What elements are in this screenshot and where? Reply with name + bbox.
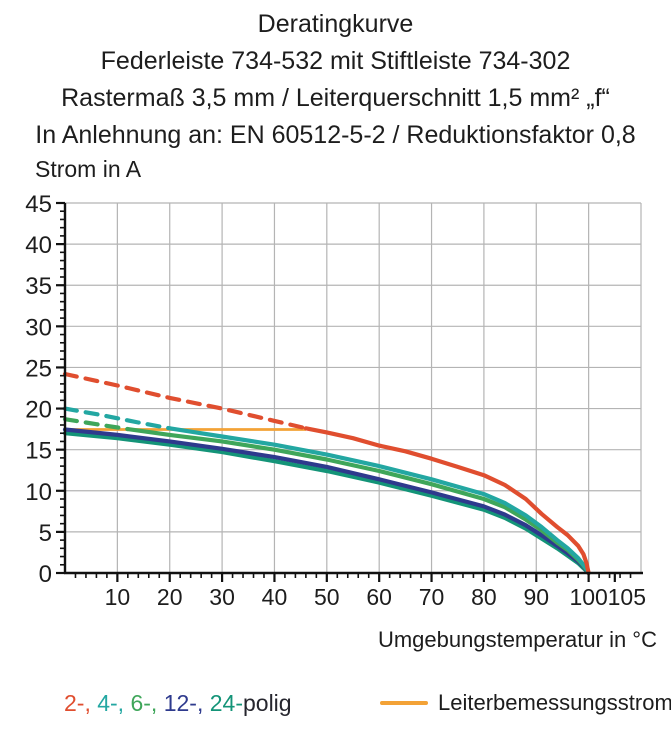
curve-4-polig-dashed <box>62 406 172 431</box>
y-tick-label: 30 <box>25 314 52 341</box>
legend-part: 12-, <box>163 690 210 716</box>
legend-part: polig <box>242 690 292 716</box>
y-tick-label: 25 <box>25 355 52 382</box>
title-line-4: In Anlehnung an: EN 60512-5-2 / Reduktio… <box>35 121 636 149</box>
curve-2-polig-solid <box>303 426 591 576</box>
legend-reference: Leiterbemessungsstrom <box>380 690 671 716</box>
x-tick-label: 60 <box>366 584 392 610</box>
x-tick-label: 40 <box>262 584 288 610</box>
y-tick-label: 0 <box>39 561 52 588</box>
y-tick-label: 45 <box>25 191 52 218</box>
x-tick-label: 90 <box>523 584 549 610</box>
legend-part: 2-, <box>64 690 98 716</box>
curve-2-polig-dashed <box>62 371 308 431</box>
x-tick-label: 20 <box>157 584 183 610</box>
x-tick-label: 30 <box>209 584 235 610</box>
y-axis-title: Strom in A <box>35 156 142 182</box>
chart-title-block: Deratingkurve Federleiste 734-532 mit St… <box>0 6 671 154</box>
legend-part: 4-, <box>97 690 131 716</box>
y-tick-label: 15 <box>25 438 52 465</box>
title-line-3: Rastermaß 3,5 mm / Leiterquerschnitt 1,5… <box>61 84 610 112</box>
x-tick-label: 105 <box>608 584 646 610</box>
legend-pole-counts: 2-, 4-, 6-, 12-, 24-polig <box>64 690 292 717</box>
y-tick-label: 35 <box>25 273 52 300</box>
reference-line-label: Leiterbemessungsstrom <box>438 690 671 715</box>
title-line-1: Deratingkurve <box>257 10 414 38</box>
x-tick-label: 70 <box>419 584 445 610</box>
y-tick-label: 20 <box>25 397 52 424</box>
x-axis-title: Umgebungstemperatur in °C <box>377 627 657 652</box>
curve-4-polig-solid <box>167 426 591 576</box>
derating-plot: 10 20 30 40 50 60 70 80 90 100 105 0 5 10 15 20 25 30 35 40… <box>25 191 646 610</box>
x-tick-label: 100 <box>569 584 607 610</box>
curve-6-polig-solid <box>125 427 591 576</box>
curve-6-polig-dashed <box>62 417 130 432</box>
legend-part: 24- <box>209 690 243 716</box>
legend-part: 6-, <box>130 690 164 716</box>
y-tick-label: 5 <box>39 520 52 547</box>
reference-line-swatch <box>380 701 428 705</box>
x-tick-label: 50 <box>314 584 340 610</box>
y-tick-label: 40 <box>25 232 52 259</box>
title-line-2: Federleiste 734-532 mit Stiftleiste 734-… <box>100 47 571 75</box>
x-tick-label: 80 <box>471 584 497 610</box>
x-tick-label: 10 <box>105 584 131 610</box>
y-tick-label: 10 <box>25 479 52 506</box>
